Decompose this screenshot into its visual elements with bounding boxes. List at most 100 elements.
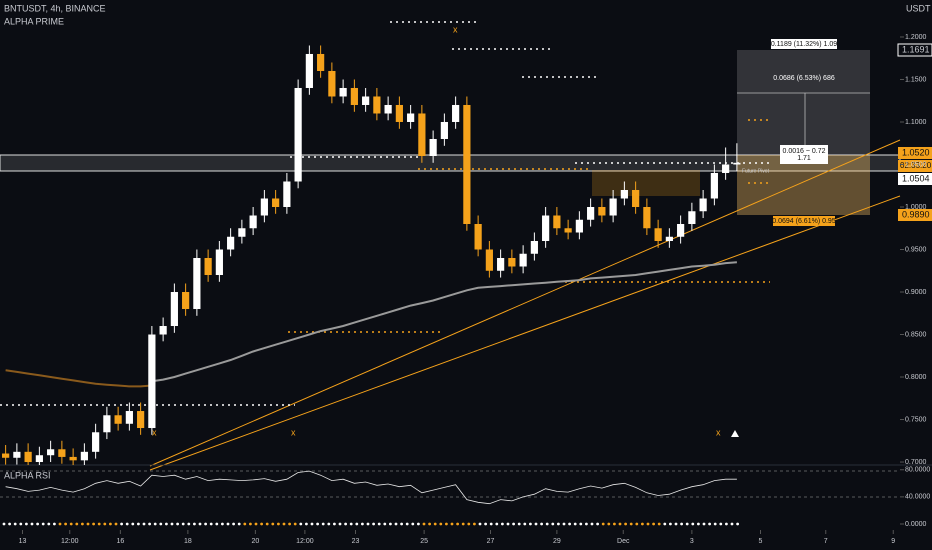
candle-body bbox=[58, 449, 66, 457]
indicator-name: ALPHA PRIME bbox=[4, 16, 64, 26]
signal-dot bbox=[232, 522, 236, 526]
signal-dot bbox=[641, 522, 644, 526]
signal-dot bbox=[657, 522, 661, 526]
rsi-tick-label: 40.0000 bbox=[905, 494, 930, 501]
box-label: 1.71 bbox=[797, 155, 811, 162]
signal-dot bbox=[120, 522, 123, 526]
x-tick-label: 18 bbox=[184, 538, 192, 545]
signal-dot bbox=[137, 522, 140, 526]
candle-body bbox=[688, 211, 696, 224]
signal-dot bbox=[540, 522, 543, 526]
candle-body bbox=[24, 451, 32, 463]
signal-dot bbox=[635, 522, 639, 526]
signal-dot bbox=[181, 522, 185, 526]
box-label: 0.0694 (6.61%) 0.95 bbox=[772, 218, 836, 225]
signal-dot bbox=[573, 522, 577, 526]
signal-dot bbox=[2, 522, 6, 526]
signal-dot bbox=[545, 522, 549, 526]
y-tick-label: 1.0000 bbox=[905, 204, 927, 211]
signal-dot bbox=[394, 522, 398, 526]
rsi-tick-label: 80.0000 bbox=[905, 467, 930, 474]
signal-dot bbox=[204, 522, 208, 526]
marker: x bbox=[716, 427, 721, 437]
signal-dot bbox=[562, 522, 566, 526]
candle-body bbox=[249, 215, 257, 229]
candle-body bbox=[272, 198, 280, 207]
moving-average bbox=[151, 261, 737, 383]
signal-dot bbox=[193, 522, 196, 526]
signal-dot bbox=[271, 522, 275, 526]
price-badge-text: 0.9890 bbox=[902, 209, 930, 219]
candle-body bbox=[193, 258, 201, 310]
countdown-badge bbox=[898, 160, 932, 172]
candle-body bbox=[497, 258, 505, 271]
signal-dot bbox=[590, 522, 594, 526]
candle-body bbox=[620, 189, 628, 199]
markers: x x x x bbox=[152, 24, 739, 437]
candle-body bbox=[238, 228, 246, 237]
candle-body bbox=[654, 228, 662, 242]
candle-body bbox=[92, 432, 100, 452]
price-badge bbox=[897, 43, 932, 57]
signal-dot bbox=[512, 522, 515, 526]
rsi-tick-label: 0.0000 bbox=[905, 521, 927, 528]
signal-dot bbox=[103, 522, 107, 526]
signal-dot bbox=[338, 522, 342, 526]
signal-dot bbox=[501, 522, 504, 526]
candle-body bbox=[362, 96, 370, 105]
signal-dot bbox=[607, 522, 611, 526]
signal-dot bbox=[674, 522, 678, 526]
signal-dot bbox=[713, 522, 717, 526]
signal-dot bbox=[478, 522, 482, 526]
signal-dot bbox=[377, 522, 381, 526]
signal-dot bbox=[321, 522, 325, 526]
signal-dot bbox=[534, 522, 538, 526]
signal-dot bbox=[680, 522, 683, 526]
signal-dot bbox=[624, 522, 627, 526]
signal-dot bbox=[383, 522, 387, 526]
signal-dot bbox=[36, 522, 39, 526]
candle-body bbox=[519, 253, 527, 267]
levels bbox=[0, 21, 770, 406]
signal-dot bbox=[187, 522, 191, 526]
signal-dot bbox=[310, 522, 314, 526]
signal-dot bbox=[41, 522, 45, 526]
candle-body bbox=[260, 198, 268, 216]
signal-dot bbox=[417, 522, 420, 526]
signal-dot bbox=[282, 522, 286, 526]
candle-body bbox=[665, 236, 673, 242]
signal-dot bbox=[652, 522, 655, 526]
candle-body bbox=[452, 104, 460, 122]
signal-dot bbox=[613, 522, 616, 526]
signal-dot bbox=[702, 522, 706, 526]
signal-dot bbox=[484, 522, 487, 526]
candle-body bbox=[137, 411, 145, 429]
label-bg bbox=[771, 39, 837, 49]
candle-body bbox=[103, 415, 111, 433]
signal-dot bbox=[114, 522, 118, 526]
rsi-line bbox=[5, 470, 737, 505]
signal-dot bbox=[506, 522, 510, 526]
signal-dot bbox=[663, 522, 667, 526]
candle-body bbox=[148, 334, 156, 429]
candle-body bbox=[609, 198, 617, 216]
candle-body bbox=[69, 456, 77, 461]
candle-body bbox=[485, 249, 493, 271]
signal-dot bbox=[142, 522, 146, 526]
signal-dot bbox=[243, 522, 247, 526]
signal-dot bbox=[327, 522, 331, 526]
y-tick-label: 0.9500 bbox=[905, 246, 927, 253]
signal-dot bbox=[618, 522, 622, 526]
signal-dot bbox=[366, 522, 370, 526]
candle-body bbox=[182, 292, 190, 310]
candle-body bbox=[294, 87, 302, 182]
signal-dot bbox=[467, 522, 471, 526]
signal-dot bbox=[405, 522, 409, 526]
signal-dot bbox=[249, 522, 252, 526]
candle-body bbox=[418, 113, 426, 156]
signal-dot bbox=[445, 522, 448, 526]
trendline bbox=[149, 139, 901, 467]
candle-body bbox=[373, 96, 381, 114]
signal-dot bbox=[557, 522, 560, 526]
signal-dot bbox=[131, 522, 135, 526]
